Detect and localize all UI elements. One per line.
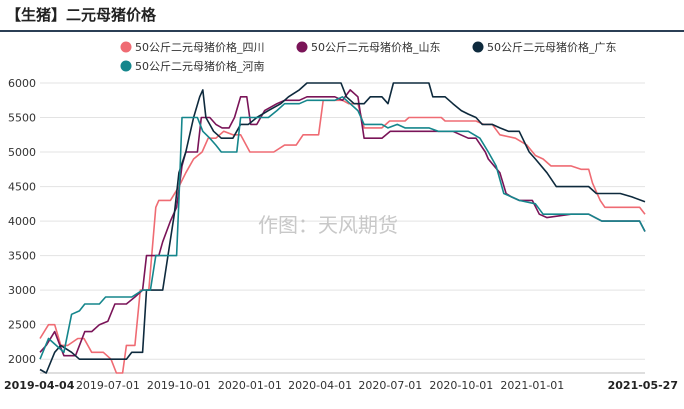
x-tick-label: 2021-05-27 [608,379,678,392]
x-tick-label: 2019-04-04 [4,379,75,392]
legend-marker [120,60,132,72]
x-tick-label: 2019-10-01 [147,379,211,392]
y-axis-ticks: 2000 2500 3000 3500 4000 4500 5000 5500 6000 [8,77,36,366]
y-tick-label: 6000 [8,77,36,90]
x-tick-label: 2021-01-01 [500,379,564,392]
series-line-2 [39,89,646,357]
series-line-1 [39,99,646,374]
legend: 50公斤二元母猪价格_四川 50公斤二元母猪价格_山东 50公斤二元母猪价格_广东 5… [120,40,617,73]
gridlines [40,82,645,360]
y-tick-label: 3500 [8,250,36,263]
series-line-3 [39,82,646,374]
y-tick-label: 5500 [8,112,36,125]
x-tick-label: 2020-01-01 [218,379,282,392]
x-tick-label: 2020-04-01 [288,379,352,392]
page-title: 【生猪】二元母猪价格 [6,6,157,24]
y-tick-label: 3000 [8,284,36,297]
x-axis-ticks: 2019-04-04 2019-07-01 2019-10-01 2020-01-01… [4,379,678,392]
x-tick-label: 2020-10-01 [429,379,493,392]
legend-label: 50公斤二元母猪价格_河南 [135,59,265,73]
y-tick-label: 4500 [8,181,36,194]
title-divider [0,30,684,32]
legend-label: 50公斤二元母猪价格_广东 [487,40,617,54]
legend-label: 50公斤二元母猪价格_山东 [311,40,441,54]
x-tick-label: 2019-07-01 [76,379,140,392]
y-tick-label: 2500 [8,319,36,332]
y-tick-label: 5000 [8,146,36,159]
legend-marker [472,41,484,53]
series-lines [39,82,646,374]
series-line-4 [39,96,646,360]
legend-marker [296,41,308,53]
legend-label: 50公斤二元母猪价格_四川 [135,40,265,54]
y-tick-label: 2000 [8,353,36,366]
x-tick-label: 2020-07-01 [358,379,422,392]
y-tick-label: 4000 [8,215,36,228]
watermark-text: 作图：天风期货 [258,213,398,237]
legend-marker [120,41,132,53]
